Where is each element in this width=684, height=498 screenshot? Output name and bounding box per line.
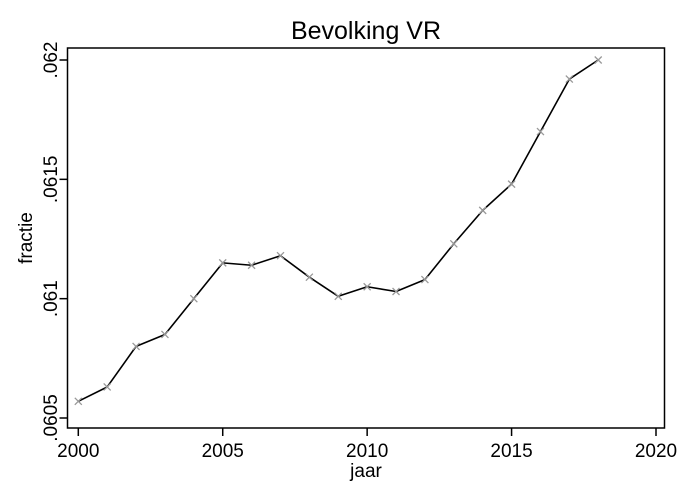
data-point-marker bbox=[276, 251, 285, 260]
series-line bbox=[77, 59, 599, 403]
data-point-marker bbox=[420, 275, 429, 284]
y-tick-label: .061 bbox=[41, 280, 62, 317]
y-axis-ticks: .0605 .061 .0615 .062 bbox=[41, 42, 68, 442]
data-point-marker bbox=[189, 294, 198, 303]
plot-area-border bbox=[66, 47, 666, 429]
data-point-marker bbox=[218, 258, 227, 267]
data-point-marker bbox=[334, 292, 343, 301]
data-point-marker bbox=[74, 397, 83, 406]
x-axis-title: jaar bbox=[349, 461, 382, 482]
data-point-marker bbox=[160, 330, 169, 339]
chart-title: Bevolking VR bbox=[291, 17, 441, 45]
data-point-marker bbox=[132, 342, 141, 351]
x-tick-label: 2015 bbox=[490, 441, 532, 462]
data-point-marker bbox=[478, 206, 487, 215]
data-series bbox=[74, 56, 603, 406]
y-tick-label: .062 bbox=[41, 42, 62, 79]
y-axis-title: fractie bbox=[16, 212, 37, 264]
data-point-marker bbox=[536, 127, 545, 136]
x-tick-label: 2000 bbox=[57, 441, 99, 462]
data-point-marker bbox=[507, 180, 516, 189]
data-point-marker bbox=[103, 383, 112, 391]
data-point-marker bbox=[594, 56, 603, 64]
data-point-marker bbox=[449, 239, 458, 248]
y-tick-label: .0615 bbox=[41, 156, 62, 204]
x-axis-ticks: 2000 2005 2010 2015 2020 bbox=[57, 428, 677, 462]
data-point-marker bbox=[565, 75, 574, 84]
x-tick-label: 2010 bbox=[346, 441, 388, 462]
x-tick-label: 2005 bbox=[202, 441, 244, 462]
data-point-marker bbox=[392, 287, 400, 296]
x-tick-label: 2020 bbox=[635, 441, 677, 462]
data-point-marker bbox=[363, 282, 372, 291]
data-point-marker bbox=[247, 261, 256, 270]
data-point-marker bbox=[305, 273, 314, 282]
y-tick-label: .0605 bbox=[41, 394, 62, 442]
